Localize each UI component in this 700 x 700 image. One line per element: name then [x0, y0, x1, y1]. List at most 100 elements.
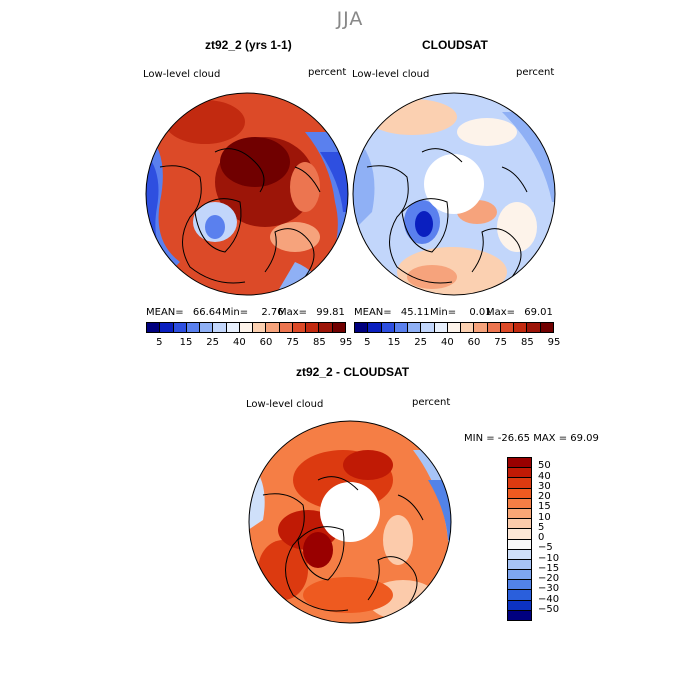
colorbar-swatch	[394, 323, 409, 332]
colorbar-swatch	[147, 323, 161, 332]
max-label: Max=	[486, 307, 516, 318]
colorbar-swatch	[508, 519, 531, 530]
colorbar-tick-label: 40	[232, 337, 246, 348]
diff-units: percent	[412, 397, 451, 408]
panel1-variable: Low-level cloud	[143, 69, 221, 80]
colorbar-swatch	[508, 539, 531, 550]
colorbar-tick-label: 75	[494, 337, 508, 348]
colorbar-swatch	[487, 323, 501, 332]
colorbar-swatch	[160, 323, 174, 332]
colorbar-swatch	[508, 549, 531, 560]
panel1-stats-max: Max= 99.81	[278, 307, 345, 318]
colorbar-tick-label: 85	[312, 337, 326, 348]
colorbar-swatch	[508, 529, 531, 540]
diff-colorbar	[507, 457, 532, 621]
colorbar-swatch	[408, 323, 422, 332]
panel1-units: percent	[308, 67, 347, 78]
panel2-colorbar	[354, 322, 554, 333]
panel2-stats-mean: MEAN= 45.11	[354, 307, 429, 318]
colorbar-tick-label: 85	[520, 337, 534, 348]
panel1-colorbar-labels: 5 15 25 40 60 75 85 95	[146, 337, 352, 349]
colorbar-swatches	[355, 323, 553, 332]
colorbar-tick-label: 30	[538, 480, 551, 492]
max-label: Max=	[278, 307, 308, 318]
colorbar-tick-label: 15	[387, 337, 401, 348]
panel1-polar-map	[145, 92, 349, 296]
colorbar-tick-label: 50	[538, 460, 551, 472]
colorbar-swatch	[266, 323, 280, 332]
colorbar-swatch	[508, 488, 531, 499]
panel2-variable: Low-level cloud	[352, 69, 430, 80]
season-title: JJA	[336, 8, 364, 30]
colorbar-swatch	[508, 559, 531, 571]
colorbar-swatch	[332, 323, 345, 332]
colorbar-swatch	[508, 478, 531, 489]
colorbar-swatch	[474, 323, 488, 332]
colorbar-tick-label: 60	[467, 337, 481, 348]
colorbar-swatch	[514, 323, 528, 332]
diff-minmax: MIN = -26.65 MAX = 69.09	[464, 433, 599, 444]
panel2-polar-map	[352, 92, 556, 296]
colorbar-swatch	[239, 323, 254, 332]
panel2-title: CLOUDSAT	[422, 38, 488, 52]
panel2-stats-max: Max= 69.01	[486, 307, 553, 318]
colorbar-swatch	[306, 323, 320, 332]
colorbar-swatch	[527, 323, 541, 332]
colorbar-tick-label: −20	[538, 573, 560, 584]
colorbar-swatch	[508, 600, 531, 611]
colorbar-swatch	[508, 580, 531, 591]
colorbar-tick-label: 40	[440, 337, 454, 348]
colorbar-tick-label: 10	[538, 511, 551, 523]
colorbar-tick-label: −50	[538, 603, 560, 615]
colorbar-swatch	[292, 323, 307, 332]
colorbar-tick-label: 5	[364, 337, 371, 348]
colorbar-swatch	[500, 323, 515, 332]
min-label: Min=	[430, 307, 457, 318]
panel1-colorbar	[146, 322, 346, 333]
colorbar-tick-label: 0	[538, 532, 545, 543]
colorbar-swatch	[381, 323, 395, 332]
colorbar-tick-label: 5	[156, 337, 163, 348]
colorbar-swatch	[508, 458, 531, 469]
panel2-colorbar-labels: 5 15 25 40 60 75 85 95	[354, 337, 560, 349]
colorbar-tick-label: −15	[538, 562, 560, 574]
colorbar-swatch	[508, 468, 531, 479]
colorbar-tick-label: 15	[538, 501, 551, 513]
diff-variable: Low-level cloud	[246, 399, 324, 410]
mean-value: 66.64	[192, 307, 222, 318]
mean-label: MEAN=	[146, 307, 184, 318]
colorbar-tick-label: −5	[538, 542, 553, 554]
colorbar-tick-label: 5	[538, 521, 545, 533]
colorbar-tick-label: 95	[339, 337, 353, 348]
colorbar-swatch	[355, 323, 369, 332]
colorbar-tick-label: 25	[206, 337, 220, 348]
colorbar-tick-label: 20	[538, 491, 551, 502]
colorbar-swatches	[147, 323, 345, 332]
colorbar-tick-label: −10	[538, 552, 560, 564]
colorbar-swatch	[434, 323, 448, 332]
panel2-units: percent	[516, 67, 555, 78]
panel1-title: zt92_2 (yrs 1-1)	[205, 38, 292, 52]
panel1-stats-min: Min= 2.76	[222, 307, 284, 318]
colorbar-swatch	[508, 610, 531, 620]
diff-title: zt92_2 - CLOUDSAT	[296, 365, 410, 379]
colorbar-swatch	[213, 323, 227, 332]
mean-value: 45.11	[400, 307, 430, 318]
colorbar-tick-label: 40	[538, 470, 551, 482]
min-value: 2.76	[261, 307, 284, 318]
min-label: Min=	[222, 307, 249, 318]
colorbar-swatch	[508, 590, 531, 601]
panel1-stats-mean: MEAN= 66.64	[146, 307, 221, 318]
colorbar-swatch	[368, 323, 382, 332]
colorbar-tick-label: 75	[286, 337, 300, 348]
panel2-stats-min: Min= 0.01	[430, 307, 492, 318]
max-value: 99.81	[316, 307, 345, 318]
colorbar-swatch	[447, 323, 462, 332]
max-value: 69.01	[524, 307, 553, 318]
colorbar-tick-label: 15	[179, 337, 193, 348]
colorbar-tick-label: −30	[538, 583, 560, 595]
diff-colorbar-labels: 50 40 30 20 15 10 5 0 −5 −10 −15 −20 −30 −40 −50	[538, 457, 578, 621]
colorbar-swatch	[461, 323, 475, 332]
colorbar-swatch	[508, 498, 531, 509]
colorbar-swatch	[253, 323, 267, 332]
